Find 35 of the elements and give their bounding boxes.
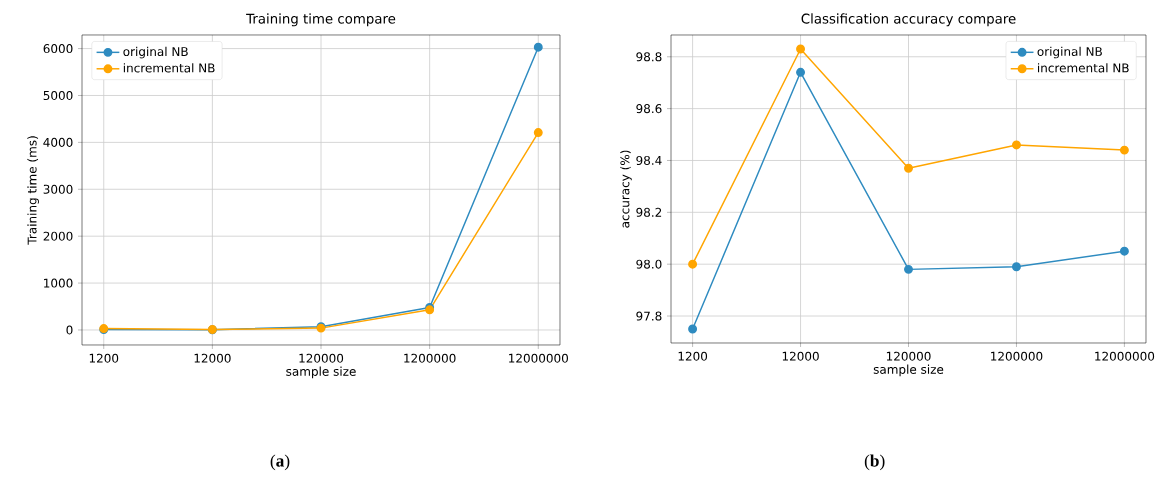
x-tick-label: 120000 [886, 351, 931, 361]
legend-label: original NB [123, 46, 188, 59]
y-axis-title: Training time (ms) [27, 136, 39, 245]
y-tick-label: 97.8 [636, 311, 662, 321]
y-tick-label: 6000 [43, 44, 73, 54]
y-tick-label: 98.8 [636, 52, 662, 62]
x-tick-label: 12000 [782, 351, 819, 361]
chart-title: Training time compare [246, 13, 396, 27]
chart-title: Classification accuracy compare [801, 13, 1016, 27]
y-tick-label: 98.2 [636, 207, 662, 217]
x-tick-label: 12000000 [1095, 351, 1155, 361]
y-tick-label: 98.4 [636, 155, 662, 166]
x-tick-label: 1200 [678, 351, 708, 361]
x-tick-label: 1200000 [404, 353, 456, 363]
x-tick-label: 12000000 [509, 353, 568, 363]
x-axis-title: sample size [286, 366, 356, 379]
legend-label: incremental NB [1038, 63, 1129, 73]
y-tick-label: 4000 [43, 137, 73, 147]
y-tick-label: 5000 [43, 90, 73, 101]
y-axis-title: accuracy (%) [620, 150, 632, 228]
y-tick-label: 0 [66, 325, 73, 335]
y-tick-label: 2000 [43, 231, 73, 241]
x-axis-title: sample size [873, 364, 944, 377]
y-tick-label: 98.0 [636, 259, 662, 269]
y-tick-label: 1000 [44, 278, 73, 288]
y-tick-label: 98.6 [636, 104, 662, 114]
legend-label: original NB [1037, 46, 1102, 59]
x-tick-label: 120000 [299, 353, 344, 363]
y-tick-label: 3000 [43, 184, 73, 194]
x-tick-label: 1200000 [991, 351, 1043, 361]
x-tick-label: 1200 [89, 353, 119, 363]
legend-label: incremental NB [123, 63, 215, 73]
x-tick-label: 12000 [194, 353, 231, 363]
text: (b) [864, 454, 885, 471]
text: (a) [270, 454, 290, 471]
